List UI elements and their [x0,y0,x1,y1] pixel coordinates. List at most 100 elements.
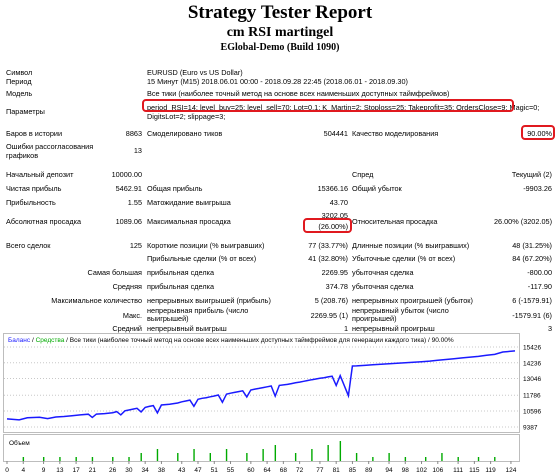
volume-bar [177,453,179,461]
x-tick-label: 124 [506,467,517,474]
cons-profit-label-1: непрерывная прибыль (число [147,306,249,315]
cons-losses-label: непрерывных проигрышей (убыток) [352,296,473,305]
spread-label: Спред [352,170,374,179]
chart-legend: Баланс / Средства / Все тики (наиболее т… [8,336,454,344]
x-tick-label: 89 [365,467,373,474]
period-value: 15 Минут (M15) 2018.06.01 00:00 - 2018.0… [147,77,408,86]
short-positions-label: Короткие позиции (% выигравших) [147,241,265,250]
rel-drawdown-label: Относительная просадка [352,217,438,226]
volume-bar [225,449,228,461]
rel-drawdown-value: 26.00% (3202.05) [493,217,552,226]
total-trades-label: Всего сделок [6,241,51,250]
cons-profit-value: 2269.95 (1) [310,311,348,320]
volume-bar [388,453,390,461]
x-tick-label: 68 [280,467,288,474]
net-profit-value: 5462.91 [115,184,142,193]
period-label: Период [6,77,32,86]
profit-factor-value: 1.55 [127,198,142,207]
volume-bar [424,457,427,461]
volume-bar [355,453,358,461]
x-tick-label: 21 [89,467,97,474]
volume-bar [209,453,211,461]
profit-factor-label: Прибыльность [6,198,56,207]
abs-drawdown-value: 1089.06 [115,217,142,226]
x-tick-label: 106 [432,467,443,474]
x-tick-label: 13 [56,467,64,474]
volume-bar [372,457,374,461]
long-positions-label: Длинные позиции (% выигравших) [352,241,470,250]
spread-value: Текущий (2) [511,170,552,179]
errors-label-1: Ошибки рассогласования [6,142,94,151]
cons-loss-value: -1579.91 (6) [512,311,552,320]
volume-bar [193,449,195,461]
x-tick-label: 9 [42,467,46,474]
x-tick-label: 98 [402,467,410,474]
x-tick-label: 30 [125,467,133,474]
volume-bar [441,453,443,461]
legend-equity: Средства [36,337,65,344]
broker-build: EGlobal-Demo (Build 1090) [220,42,340,53]
x-tick-label: 111 [453,467,463,474]
quality-value: 90.00% [527,129,552,138]
x-tick-label: 47 [194,467,202,474]
x-tick-label: 34 [142,467,150,474]
largest-loss-value: -800.00 [527,268,552,277]
avg-cons-wins-label: непрерывный выигрыш [147,324,227,333]
x-tick-label: 119 [485,467,496,474]
x-tick-label: 64 [263,467,271,474]
x-tick-label: 55 [227,467,235,474]
legend-description: / Все тики (наиболее точный метод на осн… [64,336,453,344]
y-tick-label: 9387 [523,425,538,432]
volume-bar [327,445,329,461]
x-tick-label: 38 [158,467,166,474]
bars-label: Баров в истории [6,129,63,138]
cons-losses-value: 6 (-1579.91) [512,296,552,305]
profit-trades-label: Прибыльные сделки (% от всех) [147,254,257,263]
deposit-value: 10000.00 [111,170,142,179]
max-drawdown-percent: (26.00%) [318,222,348,231]
expected-payoff-label: Матожидание выигрыша [147,198,231,207]
gross-profit-value: 15366.16 [317,184,348,193]
chart-grid [4,346,519,428]
x-axis-labels: 0 4 9 13 17 21 26 30 34 38 43 47 51 55 60 64 68 72 77 81 85 8… [5,461,517,474]
short-positions-value: 77 (33.77%) [308,241,348,250]
max-drawdown-value: 3202.05 [321,211,348,220]
volume-bar [75,457,77,461]
legend-balance: Баланс [8,337,31,344]
net-profit-label: Чистая прибыль [6,184,62,193]
x-tick-label: 115 [469,467,480,474]
volume-bar [42,457,45,461]
max-row-label: Макс. [122,311,142,320]
volume-label: Объем [9,439,30,447]
gross-profit-label: Общая прибыль [147,184,203,193]
avg-cons-label: Средний [112,324,142,333]
avg-cons-losses-value: 3 [547,324,552,333]
profit-trades-value: 41 (32.80%) [308,254,348,263]
cons-wins-value: 5 (208.76) [314,296,348,305]
params-label: Параметры [6,107,45,116]
cons-profit-label-2: выигрышей) [147,314,189,323]
legend-sep: / [30,337,35,344]
largest-label: Самая большая [87,268,142,277]
y-tick-label: 13046 [523,376,541,383]
x-tick-label: 81 [333,467,341,474]
x-tick-label: 72 [296,467,304,474]
volume-bar [494,457,496,461]
report-title: Strategy Tester Report [187,2,373,23]
symbol-label: Символ [6,68,33,77]
volume-bar [156,449,159,461]
cons-loss-label-1: непрерывный убыток (число [352,306,449,315]
x-tick-label: 77 [316,467,324,474]
gross-loss-value: -9903.26 [523,184,552,193]
x-tick-label: 51 [211,467,219,474]
avg-cons-losses-label: непрерывный проигрыш [352,324,435,333]
volume-bar [128,457,130,461]
volume-panel: Объем 0 4 9 13 17 21 26 30 34 38 43 47 51 55 60 64 68 72 7… [3,434,520,474]
ticks-label: Смоделировано тиков [147,129,223,138]
volume-bar [311,449,313,461]
cons-wins-label: непрерывных выигрышей (прибыль) [147,296,271,305]
x-tick-label: 26 [109,467,117,474]
bars-value: 8863 [125,129,142,138]
chart-frame [3,333,520,433]
largest-win-label: прибыльная сделка [147,268,215,277]
